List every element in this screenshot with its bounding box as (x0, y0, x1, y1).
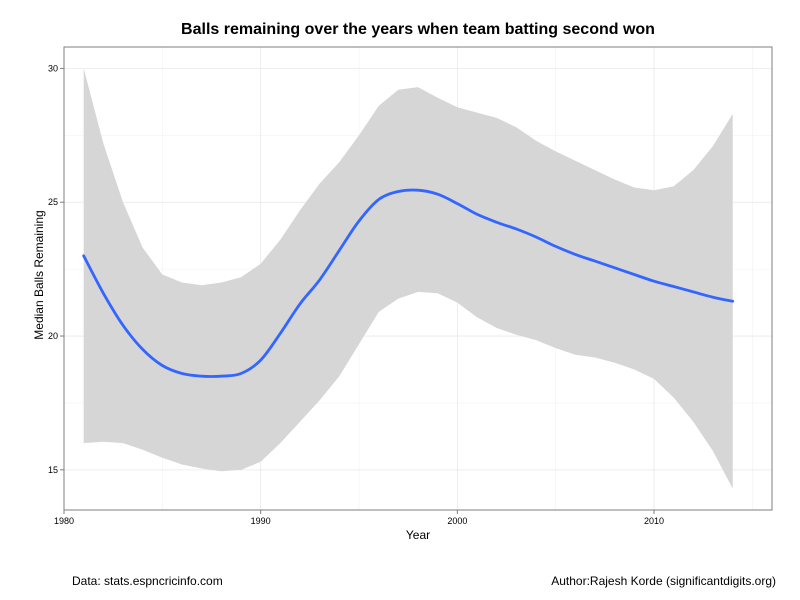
data-source-caption: Data: stats.espncricinfo.com (72, 574, 223, 588)
x-tick-label: 2010 (644, 516, 664, 526)
confidence-band-layer (83, 68, 733, 489)
y-tick-label: 25 (48, 197, 58, 207)
confidence-band (83, 68, 733, 489)
x-axis: 1980 1990 2000 2010 (54, 510, 664, 526)
x-tick-label: 1990 (251, 516, 271, 526)
x-tick-label: 2000 (447, 516, 467, 526)
trend-line (82, 188, 735, 378)
panel-border (63, 46, 773, 511)
y-axis-title: Median Balls Remaining (32, 210, 46, 339)
y-axis: 15 20 25 30 (48, 63, 64, 475)
y-tick-label: 30 (48, 63, 58, 73)
y-tick-label: 20 (48, 331, 58, 341)
y-tick-label: 15 (48, 465, 58, 475)
x-tick-label: 1980 (54, 516, 74, 526)
x-axis-title: Year (406, 528, 430, 542)
trend-line-layer (82, 188, 735, 378)
chart-title: Balls remaining over the years when team… (181, 21, 655, 38)
author-caption: Author:Rajesh Korde (significantdigits.o… (551, 574, 776, 588)
